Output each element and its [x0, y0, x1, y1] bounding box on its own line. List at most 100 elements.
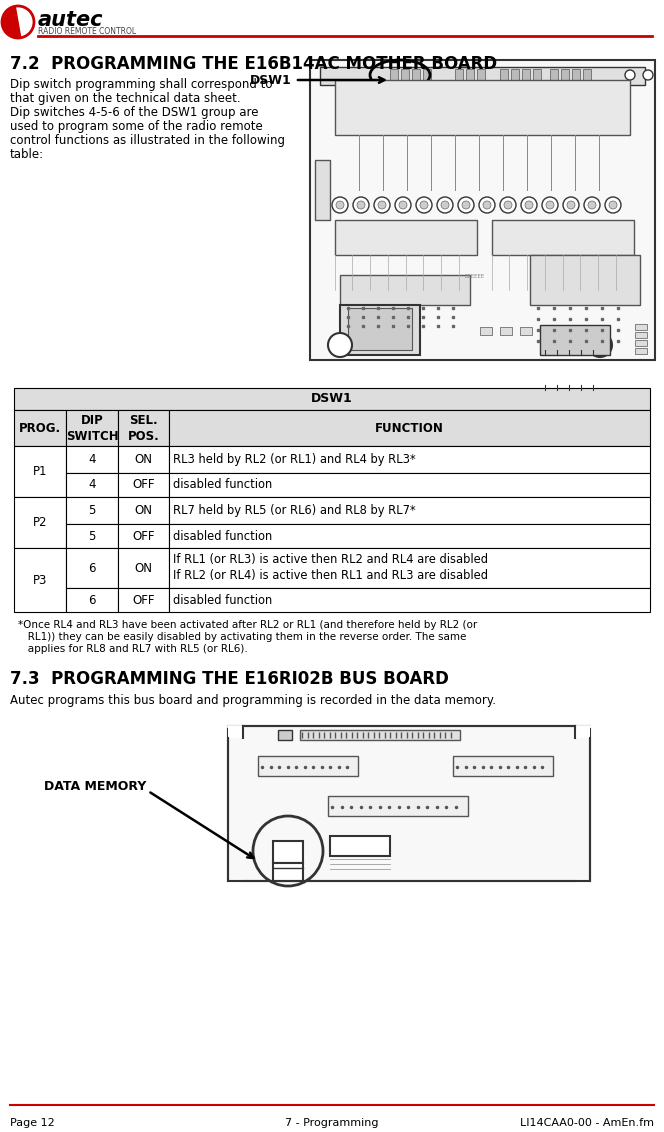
Bar	[118, 524, 169, 548]
Bar	[560, 327, 572, 335]
Circle shape	[336, 201, 344, 209]
Bar	[423, 69, 431, 83]
Bar	[258, 756, 358, 777]
Text: RL3 held by RL2 (or RL1) and RL4 by RL3*: RL3 held by RL2 (or RL1) and RL4 by RL3*	[173, 453, 416, 466]
Text: 7 - Programming: 7 - Programming	[286, 1118, 378, 1127]
Bar	[480, 327, 492, 335]
Bar	[66, 524, 118, 548]
Circle shape	[605, 197, 621, 213]
Bar	[492, 220, 634, 255]
Bar	[540, 327, 552, 335]
Bar	[335, 80, 630, 135]
Text: 7.3  PROGRAMMING THE E16RI02B BUS BOARD: 7.3 PROGRAMMING THE E16RI02B BUS BOARD	[10, 670, 449, 688]
Text: 7.2  PROGRAMMING THE E16B14AC MOTHER BOARD: 7.2 PROGRAMMING THE E16B14AC MOTHER BOAR…	[10, 55, 497, 72]
Bar	[635, 348, 647, 354]
Text: 6: 6	[88, 561, 96, 575]
Circle shape	[458, 197, 474, 213]
Bar	[169, 410, 650, 446]
Text: 5: 5	[88, 530, 96, 542]
Text: ON: ON	[135, 561, 153, 575]
Bar	[412, 69, 420, 83]
Bar	[118, 588, 169, 612]
Bar	[14, 410, 66, 446]
Text: table:: table:	[10, 148, 44, 161]
Circle shape	[525, 201, 533, 209]
Circle shape	[374, 197, 390, 213]
Bar	[522, 69, 530, 83]
Text: disabled function: disabled function	[173, 593, 272, 607]
Circle shape	[643, 70, 653, 80]
Bar	[328, 796, 468, 816]
Text: applies for RL8 and RL7 with RL5 (or RL6).: applies for RL8 and RL7 with RL5 (or RL6…	[18, 644, 248, 654]
Circle shape	[441, 201, 449, 209]
Text: DSW1: DSW1	[250, 74, 292, 86]
Bar	[561, 69, 569, 83]
Text: 5: 5	[88, 504, 96, 517]
Text: Dip switches 4-5-6 of the DSW1 group are: Dip switches 4-5-6 of the DSW1 group are	[10, 106, 258, 119]
Bar	[520, 327, 532, 335]
Bar	[300, 730, 460, 740]
Bar	[330, 837, 390, 856]
Text: P2: P2	[33, 516, 47, 529]
Circle shape	[584, 197, 600, 213]
Bar	[310, 60, 655, 360]
Text: RL1)) they can be easily disabled by activating them in the reverse order. The s: RL1)) they can be easily disabled by act…	[18, 632, 466, 642]
Bar	[66, 410, 118, 446]
Text: OFF: OFF	[132, 479, 155, 491]
Bar	[118, 548, 169, 588]
Text: *Once RL4 and RL3 have been activated after RL2 or RL1 (and therefore held by RL: *Once RL4 and RL3 have been activated af…	[18, 620, 477, 631]
Text: OFF: OFF	[132, 530, 155, 542]
Bar	[169, 497, 650, 524]
Bar	[500, 327, 512, 335]
Bar	[500, 69, 508, 83]
Text: PROG.: PROG.	[19, 421, 61, 435]
Circle shape	[625, 70, 635, 80]
Wedge shape	[3, 7, 21, 37]
Bar	[169, 473, 650, 497]
Bar	[14, 548, 66, 612]
Text: OFF: OFF	[132, 593, 155, 607]
Bar	[540, 325, 610, 355]
Circle shape	[462, 201, 470, 209]
Circle shape	[567, 201, 575, 209]
Bar	[66, 473, 118, 497]
Bar	[572, 69, 580, 83]
Text: P3: P3	[33, 574, 47, 586]
Bar	[320, 67, 645, 85]
Text: DATA MEMORY: DATA MEMORY	[44, 780, 146, 792]
Bar	[273, 841, 303, 863]
Circle shape	[437, 197, 453, 213]
Bar	[466, 69, 474, 83]
Text: 6: 6	[88, 593, 96, 607]
Bar	[530, 255, 640, 305]
Bar	[575, 726, 590, 738]
Bar	[66, 588, 118, 612]
Bar	[118, 446, 169, 473]
Bar	[340, 275, 470, 305]
Circle shape	[395, 197, 411, 213]
Bar	[273, 863, 303, 881]
Bar	[348, 308, 412, 350]
Bar	[583, 69, 591, 83]
Bar	[511, 69, 519, 83]
Text: If RL1 (or RL3) is active then RL2 and RL4 are disabled
If RL2 (or RL4) is activ: If RL1 (or RL3) is active then RL2 and R…	[173, 554, 488, 583]
Bar	[550, 69, 558, 83]
Circle shape	[563, 197, 579, 213]
Bar	[477, 69, 485, 83]
Circle shape	[542, 197, 558, 213]
Bar	[580, 327, 592, 335]
Text: Page 12: Page 12	[10, 1118, 54, 1127]
Bar	[228, 726, 590, 881]
Bar	[14, 497, 66, 548]
Text: ON: ON	[135, 504, 153, 517]
Circle shape	[416, 197, 432, 213]
Text: disabled function: disabled function	[173, 530, 272, 542]
Circle shape	[332, 197, 348, 213]
Text: DSW1: DSW1	[311, 393, 353, 405]
Circle shape	[357, 201, 365, 209]
Text: that given on the technical data sheet.: that given on the technical data sheet.	[10, 92, 240, 105]
Circle shape	[546, 201, 554, 209]
Circle shape	[521, 197, 537, 213]
Bar	[278, 730, 292, 740]
Bar	[453, 756, 553, 777]
